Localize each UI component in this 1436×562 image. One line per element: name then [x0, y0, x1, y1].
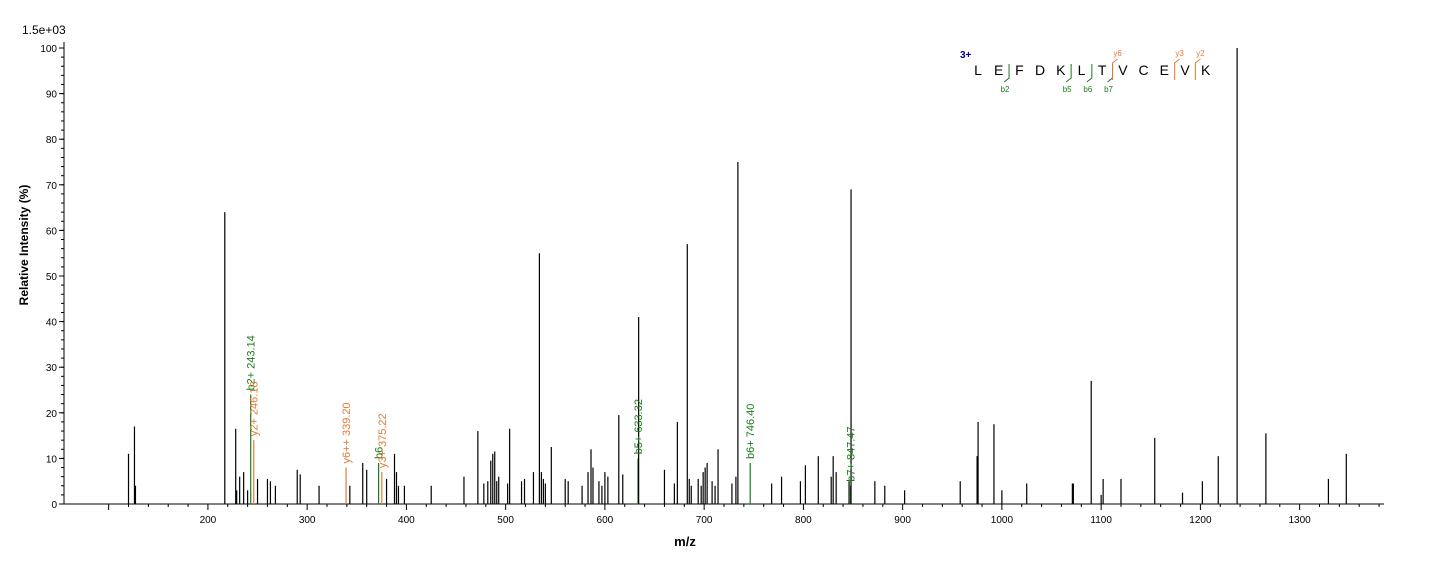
residue: D — [1035, 62, 1045, 78]
residue: F — [1015, 62, 1024, 78]
y-tick-label: 90 — [46, 90, 58, 101]
residue: C — [1139, 62, 1149, 78]
peak-label: b6 — [374, 447, 386, 459]
residue: V — [1180, 62, 1190, 78]
peak-label: y3+ 375.22 — [377, 413, 389, 468]
x-tick-label: 700 — [696, 515, 713, 526]
y-ion-bracket — [1194, 58, 1201, 80]
charge-state: 3+ — [960, 50, 972, 61]
y-tick-label: 50 — [46, 272, 58, 283]
y-tick-label: 40 — [46, 318, 58, 329]
b-ion-bracket — [1086, 64, 1093, 83]
peaks — [127, 48, 1347, 504]
y-ion-label: y2 — [1196, 49, 1205, 58]
residue: V — [1118, 62, 1128, 78]
peak-label: b6+ 746.40 — [745, 404, 757, 459]
residue: T — [1098, 62, 1107, 78]
x-tick-label: 1200 — [1189, 515, 1212, 526]
b-ion-bracket — [1065, 64, 1072, 83]
y-tick-label: 100 — [40, 44, 57, 55]
x-axis-label: m/z — [674, 534, 696, 549]
x-tick-label: 1000 — [991, 515, 1014, 526]
x-tick-label: 900 — [894, 515, 911, 526]
residue: L — [974, 62, 982, 78]
x-tick-label: 1100 — [1090, 515, 1112, 526]
b-ion-label: b2 — [1001, 85, 1010, 94]
peak-label: b5+ 633.32 — [633, 399, 645, 454]
y-tick-label: 10 — [46, 454, 58, 465]
y-tick-label: 30 — [46, 363, 58, 374]
residue: K — [1201, 62, 1211, 78]
peak-label: b7+ 847.47 — [846, 426, 858, 481]
y-ion-label: y3 — [1175, 49, 1184, 58]
x-tick-label: 200 — [200, 515, 217, 526]
peak-label: b2+ 243.14 — [246, 335, 258, 390]
y-tick-label: 20 — [46, 409, 58, 420]
x-tick-label: 600 — [597, 515, 614, 526]
x-tick-label: 400 — [398, 515, 415, 526]
residue: E — [1160, 62, 1169, 78]
y-tick-label: 80 — [46, 135, 58, 146]
b-ion-bracket — [1003, 64, 1010, 83]
x-tick-label: 800 — [795, 515, 812, 526]
residue: K — [1056, 62, 1066, 78]
intensity-scale-label: 1.5e+03 — [22, 23, 66, 37]
residue: L — [1078, 62, 1086, 78]
y-axis-label: Relative Intensity (%) — [17, 185, 31, 306]
x-tick-label: 1300 — [1289, 515, 1312, 526]
y-tick-label: 70 — [46, 181, 58, 192]
residue: E — [994, 62, 1003, 78]
axes: 0 10 20 30 40 50 60 70 80 90 100 200 300 400 500 600 700… — [40, 42, 1384, 526]
y-ion-bracket — [1174, 58, 1180, 80]
y-tick-label: 0 — [51, 500, 57, 511]
b-ion-bracket — [1107, 64, 1114, 83]
y-tick-label: 60 — [46, 226, 58, 237]
peak-label: y2+ 246.18 — [249, 381, 261, 436]
x-tick-label: 300 — [299, 515, 316, 526]
x-tick-label: 500 — [497, 515, 514, 526]
b-ion-label: b5 — [1063, 85, 1072, 94]
b-ion-label: b7 — [1104, 85, 1113, 94]
y-ion-label: y6 — [1113, 49, 1122, 58]
y-ion-bracket — [1112, 58, 1118, 80]
peak-label: y6++ 339.20 — [341, 402, 353, 463]
b-ion-label: b6 — [1083, 85, 1092, 94]
